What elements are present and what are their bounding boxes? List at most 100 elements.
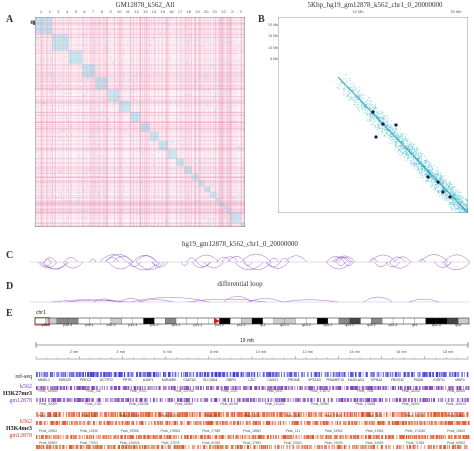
- contact-point: [362, 112, 364, 114]
- contact-point: [462, 199, 464, 201]
- diff-arc-group: [30, 296, 470, 303]
- track-feature: [351, 372, 354, 377]
- track-feature: [433, 412, 437, 417]
- track-feature: [454, 445, 456, 449]
- track-feature: [124, 386, 126, 390]
- track-feature: [73, 445, 75, 449]
- track-feature: [421, 435, 424, 439]
- track-feature: [444, 445, 446, 449]
- track-feature: [88, 421, 90, 425]
- contact-point: [419, 171, 421, 172]
- heatmap-speck: [230, 66, 232, 69]
- track-feature: [150, 412, 152, 417]
- contact-point: [346, 95, 348, 97]
- contact-point: [458, 194, 460, 196]
- track-feature: [156, 386, 158, 390]
- contact-point: [361, 100, 363, 102]
- chromosome-block: [230, 212, 241, 223]
- track-feature: [220, 445, 224, 449]
- contact-point: [374, 110, 376, 112]
- contact-point: [421, 172, 423, 174]
- track-feature: [252, 421, 255, 425]
- contact-point: [412, 152, 414, 154]
- track-feature: [274, 421, 276, 425]
- contact-point: [369, 112, 371, 114]
- contact-point: [454, 209, 456, 211]
- peak-label: Peak_66359: [220, 402, 239, 406]
- peak-label: Peak_2020: [221, 389, 238, 393]
- contact-point: [404, 148, 406, 150]
- heatmap-speck: [46, 173, 48, 175]
- track-feature: [227, 398, 230, 402]
- contact-point: [395, 129, 397, 131]
- track-feature: [261, 386, 264, 390]
- track-feature: [148, 435, 150, 439]
- track-feature: [329, 435, 331, 439]
- track-feature: [368, 435, 372, 439]
- track-feature: [258, 386, 260, 390]
- contact-point: [370, 112, 372, 113]
- contact-point: [431, 172, 433, 174]
- contact-point: [403, 142, 405, 144]
- heatmap-speck: [243, 115, 245, 117]
- panel-a-left-tick: 13: [30, 19, 35, 25]
- heatmap-speck: [69, 131, 71, 134]
- contact-point: [373, 107, 375, 108]
- track-feature: [302, 445, 304, 449]
- track-feature: [329, 386, 331, 390]
- track-feature: [218, 435, 221, 439]
- heatmap-speck: [184, 137, 186, 140]
- track-feature: [311, 435, 314, 439]
- contact-point: [435, 176, 437, 177]
- track-feature: [398, 412, 400, 417]
- track-feature: [415, 386, 418, 390]
- track-feature: [256, 412, 258, 417]
- contact-point: [465, 206, 467, 208]
- contact-point: [412, 151, 414, 153]
- track-feature: [403, 412, 406, 417]
- contact-point: [442, 185, 444, 187]
- contact-point: [441, 192, 443, 194]
- contact-point: [401, 154, 403, 156]
- contact-point: [454, 191, 456, 193]
- contact-point: [413, 160, 415, 162]
- contact-point: [464, 198, 466, 200]
- contact-point: [384, 124, 386, 126]
- contact-point: [443, 198, 445, 199]
- contact-point: [357, 106, 359, 108]
- contact-point: [423, 172, 425, 174]
- track-feature: [95, 412, 97, 417]
- track-feature: [339, 445, 341, 449]
- track-feature: [220, 412, 223, 417]
- track-feature: [365, 412, 367, 417]
- contact-point: [381, 112, 383, 114]
- contact-point: [454, 210, 456, 212]
- contact-point: [371, 116, 373, 118]
- track-feature: [38, 435, 40, 439]
- contact-point: [393, 130, 395, 132]
- panel-a-top-tick: 11: [125, 9, 131, 14]
- track-feature: [173, 435, 176, 439]
- contact-point: [389, 142, 391, 144]
- peak-label: Peak_71963: [406, 441, 425, 445]
- contact-point: [445, 190, 447, 192]
- peak-label: Peak_222761: [160, 414, 181, 418]
- track-feature: [356, 445, 358, 449]
- track-feature: [440, 398, 442, 402]
- track-feature: [75, 372, 78, 377]
- track-feature: [231, 421, 232, 425]
- contact-point: [386, 121, 388, 123]
- track-feature: [374, 412, 377, 417]
- track-feature: [99, 435, 101, 439]
- contact-point: [461, 195, 463, 197]
- contact-point: [453, 200, 455, 202]
- contact-point: [363, 109, 365, 111]
- contact-point: [418, 155, 419, 157]
- contact-point: [445, 199, 447, 201]
- contact-point: [446, 198, 448, 200]
- track-feature: [341, 445, 343, 449]
- contact-point: [425, 181, 427, 183]
- contact-point: [379, 110, 381, 112]
- track-feature: [244, 435, 246, 439]
- track-feature: [332, 372, 335, 377]
